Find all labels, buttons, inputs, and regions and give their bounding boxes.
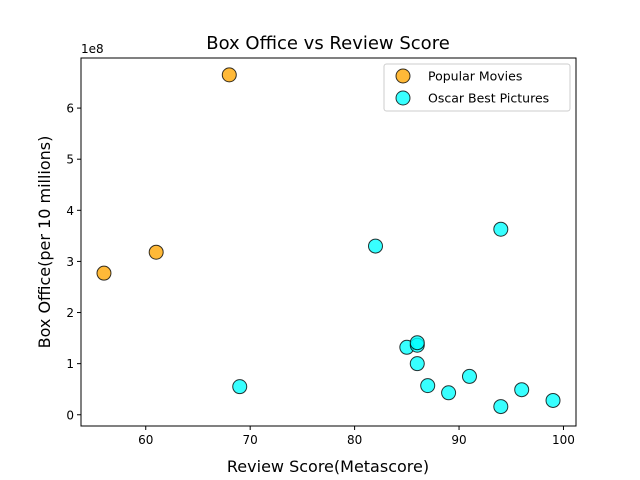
legend: Popular Movies Oscar Best Pictures: [383, 63, 571, 112]
y-tick-label: 1: [66, 357, 74, 371]
data-point-oscar: [420, 378, 436, 394]
y-tick-label: 4: [66, 204, 74, 218]
y-tick-label: 6: [66, 102, 74, 116]
data-point-oscar: [461, 368, 477, 384]
data-point-oscar: [441, 385, 457, 401]
legend-label: Oscar Best Pictures: [428, 91, 549, 106]
x-axis: 60 70 80 90 100: [138, 426, 575, 447]
data-point-oscar: [367, 238, 383, 254]
data-point-oscar: [493, 399, 509, 415]
data-point-popular: [221, 67, 237, 83]
data-point-popular: [148, 244, 164, 260]
data-point-oscar: [232, 379, 248, 395]
data-point-oscar: [493, 221, 509, 237]
x-tick-label: 80: [347, 433, 362, 447]
y-offset-label: 1e8: [81, 42, 104, 56]
data-point-oscar: [409, 356, 425, 372]
y-tick-label: 0: [66, 408, 74, 422]
y-axis: 0 1 2 3 4 5 6: [66, 102, 81, 422]
data-point-oscar: [545, 392, 561, 408]
legend-marker: [395, 90, 411, 106]
y-tick-label: 2: [66, 306, 74, 320]
x-tick-label: 100: [552, 433, 575, 447]
y-tick-label: 5: [66, 153, 74, 167]
legend-label: Popular Movies: [428, 69, 522, 84]
plot-frame: [80, 57, 577, 427]
x-tick-label: 70: [243, 433, 258, 447]
legend-box: [383, 63, 571, 112]
points-layer: [96, 67, 561, 415]
x-tick-label: 60: [138, 433, 153, 447]
legend-marker: [395, 68, 411, 84]
x-axis-title: Review Score(Metascore): [227, 457, 429, 476]
data-point-popular: [96, 265, 112, 281]
y-axis-title: Box Office(per 10 millions): [35, 136, 54, 349]
data-point-oscar: [514, 382, 530, 398]
y-tick-label: 3: [66, 255, 74, 269]
x-tick-label: 90: [451, 433, 466, 447]
data-point-oscar: [409, 335, 425, 351]
chart-title: Box Office vs Review Score: [206, 33, 450, 54]
